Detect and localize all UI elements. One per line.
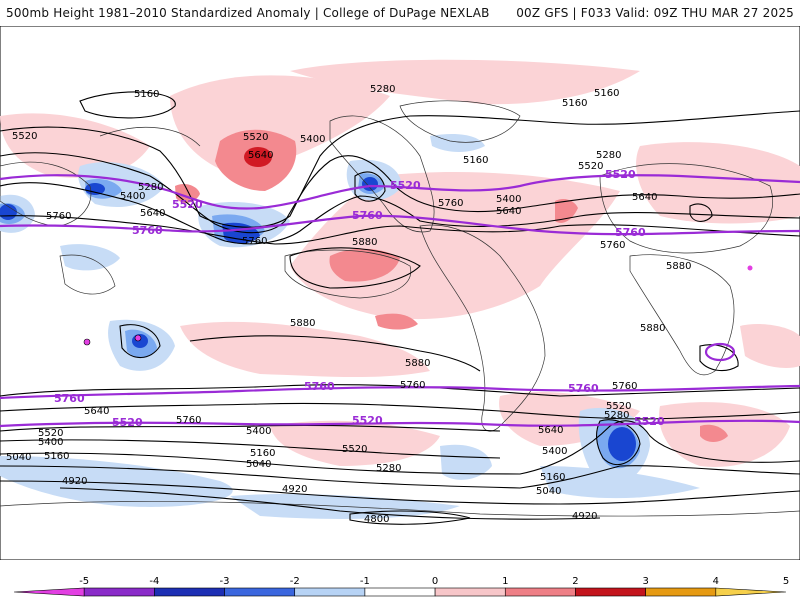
purple-contour-label: 5760 bbox=[352, 209, 383, 222]
legend-tick-label: -2 bbox=[290, 576, 300, 587]
contour-label: 5640 bbox=[538, 425, 563, 436]
contour-label: 5040 bbox=[6, 452, 31, 463]
contour-label: 5640 bbox=[140, 208, 165, 219]
purple-contour-label: 5760 bbox=[54, 392, 85, 405]
legend-color-bar bbox=[13, 587, 787, 597]
legend-tick-label: 0 bbox=[432, 576, 438, 587]
contour-labels: 5160 5280 5160 5160 5520 5520 5400 5640 … bbox=[6, 84, 691, 525]
legend-swatch bbox=[83, 587, 155, 597]
anomaly-map: 5160 5280 5160 5160 5520 5520 5400 5640 … bbox=[0, 26, 800, 560]
height-contours bbox=[0, 91, 800, 525]
contour-label: 5520 bbox=[606, 401, 631, 412]
contour-label: 5760 bbox=[438, 198, 463, 209]
contour-label: 5880 bbox=[405, 358, 430, 369]
contour-label: 5880 bbox=[290, 318, 315, 329]
purple-contour-label: 5760 bbox=[615, 226, 646, 239]
legend-tick-label: -1 bbox=[360, 576, 370, 587]
purple-contour-label: 5760 bbox=[568, 382, 599, 395]
contour-label: 4800 bbox=[364, 514, 389, 525]
legend-tick-label: 3 bbox=[642, 576, 648, 587]
contour-label: 5520 bbox=[342, 444, 367, 455]
contour-label: 5160 bbox=[562, 98, 587, 109]
purple-contour-label: 5520 bbox=[390, 179, 421, 192]
contour-label: 5760 bbox=[612, 381, 637, 392]
legend-swatch bbox=[13, 587, 85, 597]
legend-swatch bbox=[645, 587, 717, 597]
contour-label: 5760 bbox=[242, 236, 267, 247]
contour-label: 5640 bbox=[248, 150, 273, 161]
legend-swatch bbox=[434, 587, 506, 597]
map-header: 500mb Height 1981–2010 Standardized Anom… bbox=[0, 0, 800, 26]
contour-label: 5880 bbox=[352, 237, 377, 248]
anomaly-legend: -5 -4 -3 -2 -1 0 1 2 3 4 5 bbox=[13, 576, 789, 597]
legend-tick-label: 2 bbox=[572, 576, 578, 587]
contour-label: 5280 bbox=[370, 84, 395, 95]
legend-tick-label: 5 bbox=[783, 576, 789, 587]
legend-swatch bbox=[715, 587, 787, 597]
purple-contour-label: 5520 bbox=[172, 198, 203, 211]
purple-contour-labels: 5520 5520 5520 5760 5760 5760 5760 5520 … bbox=[54, 168, 665, 429]
map-title: 500mb Height 1981–2010 Standardized Anom… bbox=[6, 6, 490, 20]
contour-label: 5760 bbox=[176, 415, 201, 426]
purple-contour-label: 5760 bbox=[304, 380, 335, 393]
purple-contour-label: 5760 bbox=[132, 224, 163, 237]
contour-label: 5640 bbox=[496, 206, 521, 217]
contour-label: 5880 bbox=[666, 261, 691, 272]
legend-swatch bbox=[224, 587, 296, 597]
contour-label: 5880 bbox=[640, 323, 665, 334]
legend-tick-label: -4 bbox=[149, 576, 159, 587]
contour-label: 5160 bbox=[463, 155, 488, 166]
coastlines bbox=[0, 100, 800, 517]
contour-label: 5760 bbox=[46, 211, 71, 222]
legend-tick-label: -3 bbox=[220, 576, 230, 587]
contour-label: 5280 bbox=[596, 150, 621, 161]
contour-label: 5640 bbox=[84, 406, 109, 417]
purple-contour-label: 5520 bbox=[112, 416, 143, 429]
legend-swatch bbox=[294, 587, 366, 597]
contour-label: 5280 bbox=[376, 463, 401, 474]
contour-label: 5400 bbox=[300, 134, 325, 145]
contour-label: 5520 bbox=[578, 161, 603, 172]
legend-swatch bbox=[504, 587, 576, 597]
legend-tick-label: -5 bbox=[79, 576, 89, 587]
purple-contour-label: 5520 bbox=[352, 414, 383, 427]
negative-anomaly-strong bbox=[0, 177, 636, 461]
contour-label: 5640 bbox=[632, 192, 657, 203]
contour-label: 5400 bbox=[38, 437, 63, 448]
purple-contour-label: 5520 bbox=[605, 168, 636, 181]
contour-label: 4920 bbox=[572, 511, 597, 522]
contour-label: 5280 bbox=[604, 410, 629, 421]
contour-label: 5160 bbox=[594, 88, 619, 99]
model-run-label: 00Z GFS | F033 Valid: 09Z THU MAR 27 202… bbox=[516, 6, 794, 20]
contour-label: 5160 bbox=[540, 472, 565, 483]
purple-contour-label: 5520 bbox=[634, 415, 665, 428]
contour-label: 5040 bbox=[246, 459, 271, 470]
legend-tick-labels: -5 -4 -3 -2 -1 0 1 2 3 4 5 bbox=[79, 576, 789, 587]
legend-tick-label: 4 bbox=[713, 576, 719, 587]
contour-label: 5520 bbox=[243, 132, 268, 143]
contour-label: 4920 bbox=[282, 484, 307, 495]
contour-label: 5520 bbox=[38, 428, 63, 439]
legend-swatch bbox=[575, 587, 646, 597]
contour-label: 5400 bbox=[246, 426, 271, 437]
contour-label: 5040 bbox=[536, 486, 561, 497]
contour-label: 5400 bbox=[496, 194, 521, 205]
contour-label: 5400 bbox=[120, 191, 145, 202]
contour-label: 5760 bbox=[400, 380, 425, 391]
contour-label: 5160 bbox=[134, 89, 159, 100]
contour-label: 4920 bbox=[62, 476, 87, 487]
contour-label: 5280 bbox=[138, 182, 163, 193]
contour-label: 5400 bbox=[542, 446, 567, 457]
contour-label: 5760 bbox=[600, 240, 625, 251]
contour-label: 5160 bbox=[250, 448, 275, 459]
contour-label: 5520 bbox=[12, 131, 37, 142]
extreme-markers bbox=[83, 265, 753, 346]
legend-swatch bbox=[154, 587, 225, 597]
purple-contours bbox=[0, 174, 800, 428]
legend-tick-label: 1 bbox=[502, 576, 508, 587]
contour-label: 5160 bbox=[44, 451, 69, 462]
positive-anomaly-strong bbox=[244, 147, 272, 167]
legend-swatch bbox=[364, 587, 436, 597]
